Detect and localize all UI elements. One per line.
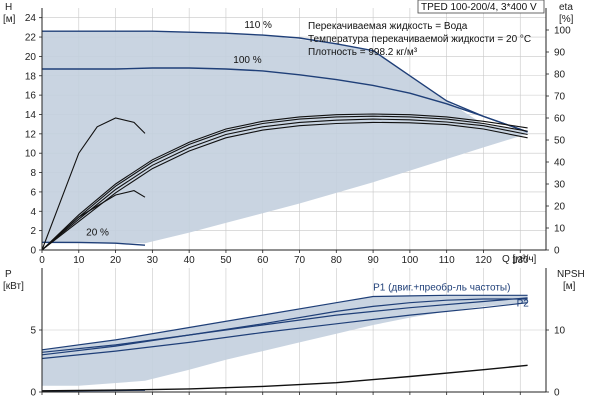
top-curve-100 bbox=[42, 67, 528, 133]
top-y2-tick-label-70: 70 bbox=[554, 92, 566, 103]
top-y-tick-label-24: 24 bbox=[25, 13, 37, 24]
bottom-operating-area-polygon bbox=[42, 295, 528, 386]
x-axis-title: Q [м³/ч] bbox=[502, 254, 537, 265]
top-curve-label-100: 100 % bbox=[233, 55, 261, 66]
x-tick-label-50: 50 bbox=[220, 255, 232, 266]
top-labels: 110 % 100 % 20 % bbox=[86, 20, 272, 238]
x-tick-label-20: 20 bbox=[110, 255, 122, 266]
bottom-operating-area bbox=[42, 295, 528, 386]
x-tick-label-90: 90 bbox=[368, 255, 380, 266]
top-y2-tick-label-10: 10 bbox=[554, 224, 566, 235]
top-curve-20 bbox=[41, 241, 146, 246]
top-curve-eta-mid-1 bbox=[41, 118, 528, 251]
top-y-tick-label-16: 16 bbox=[25, 91, 37, 102]
y2-axis-title-eta-unit: [%] bbox=[559, 14, 574, 25]
bottom-curve-label-p2: P2 bbox=[517, 298, 530, 309]
bottom-curves bbox=[41, 294, 528, 392]
bottom-curve-p1-110 bbox=[41, 294, 528, 351]
top-y2-tick-label-0: 0 bbox=[554, 246, 560, 257]
bot-y-tick-label-0: 0 bbox=[30, 388, 36, 399]
info-line-temperature: Температура перекачиваемой жидкости = 20… bbox=[308, 34, 531, 45]
top-axes: 0246810121416182022240102030405060708090… bbox=[25, 8, 571, 266]
x-tick-label-10: 10 bbox=[73, 255, 85, 266]
bottom-labels: P1 (двиг.+преобр-ль частоты) P2 bbox=[373, 281, 529, 309]
y2-axis-title-npsh: NPSH bbox=[557, 269, 585, 280]
x-tick-label-70: 70 bbox=[294, 255, 306, 266]
bot-y-tick-label-5: 5 bbox=[30, 326, 36, 337]
y2-axis-title-eta: eta bbox=[559, 2, 573, 13]
bottom-axes: 0 5 0 10 bbox=[30, 268, 566, 399]
y2-axis-title-npsh-unit: [м] bbox=[563, 281, 576, 292]
title-box bbox=[417, 0, 545, 14]
top-y-tick-label-8: 8 bbox=[30, 168, 36, 179]
bottom-curve-label-p1-двиг-преобр-ль-частоты: P1 (двиг.+преобр-ль частоты) bbox=[373, 281, 510, 293]
top-y-tick-label-2: 2 bbox=[30, 226, 36, 237]
top-curve-eta-110 bbox=[41, 113, 528, 251]
bottom-curve-npsh bbox=[41, 364, 528, 392]
top-curves bbox=[41, 30, 528, 251]
top-operating-area-polygon bbox=[42, 31, 528, 244]
info-line-density: Плотность = 998.2 кг/м³ bbox=[308, 47, 418, 58]
bottom-curve-p2-110 bbox=[41, 298, 528, 356]
x-tick-label-80: 80 bbox=[331, 255, 343, 266]
top-y2-tick-label-50: 50 bbox=[554, 136, 566, 147]
x-tick-label-110: 110 bbox=[439, 255, 455, 266]
x-tick-label-40: 40 bbox=[184, 255, 196, 266]
x-tick-label-120: 120 bbox=[475, 255, 492, 266]
y-axis-title-power-unit: [кВт] bbox=[3, 281, 24, 292]
top-y-tick-label-6: 6 bbox=[30, 187, 36, 198]
top-y-tick-label-10: 10 bbox=[25, 149, 37, 160]
top-y2-tick-label-60: 60 bbox=[554, 114, 566, 125]
x-tick-label-100: 100 bbox=[402, 255, 419, 266]
bot-y2-tick-label-0: 0 bbox=[554, 388, 560, 399]
top-y2-tick-label-40: 40 bbox=[554, 158, 566, 169]
top-curve-eta-100 bbox=[41, 115, 528, 251]
chart-title: TPED 100-200/4, 3*400 V bbox=[421, 2, 537, 13]
top-y2-tick-label-80: 80 bbox=[554, 70, 566, 81]
top-y2-tick-label-20: 20 bbox=[554, 202, 566, 213]
top-y-tick-label-0: 0 bbox=[30, 246, 36, 257]
x-tick-label-30: 30 bbox=[147, 255, 159, 266]
top-curve-eta-low bbox=[41, 190, 146, 251]
top-curve-label-20: 20 % bbox=[86, 227, 109, 238]
top-y2-tick-label-30: 30 bbox=[554, 180, 566, 191]
top-curve-eta-mid-2 bbox=[41, 121, 528, 251]
y-axis-title-power: P bbox=[5, 269, 12, 280]
top-y-tick-label-14: 14 bbox=[25, 110, 37, 121]
info-line-fluid: Перекачиваемая жидкость = Вода bbox=[308, 21, 468, 32]
top-curve-label-110: 110 % bbox=[244, 20, 272, 31]
top-curve-110 bbox=[42, 30, 528, 133]
x-tick-label-60: 60 bbox=[257, 255, 269, 266]
y-axis-title-head: H bbox=[5, 2, 12, 13]
bottom-curve-p1-100 bbox=[41, 297, 528, 353]
bot-y2-tick-label-10: 10 bbox=[554, 326, 566, 337]
top-curve-eta-20 bbox=[41, 117, 146, 251]
top-operating-area bbox=[42, 31, 528, 244]
top-y-tick-label-12: 12 bbox=[25, 129, 37, 140]
top-y-tick-label-18: 18 bbox=[25, 71, 37, 82]
top-y-tick-label-20: 20 bbox=[25, 52, 37, 63]
top-y-tick-label-4: 4 bbox=[30, 207, 36, 218]
top-y-tick-label-22: 22 bbox=[25, 33, 37, 44]
top-y2-tick-label-100: 100 bbox=[554, 26, 571, 37]
x-tick-label-130: 130 bbox=[512, 255, 529, 266]
bottom-curve-p2-100 bbox=[41, 302, 528, 360]
top-y2-tick-label-90: 90 bbox=[554, 48, 566, 59]
x-tick-label-0: 0 bbox=[39, 255, 45, 266]
y-axis-title-head-unit: [м] bbox=[3, 14, 16, 25]
